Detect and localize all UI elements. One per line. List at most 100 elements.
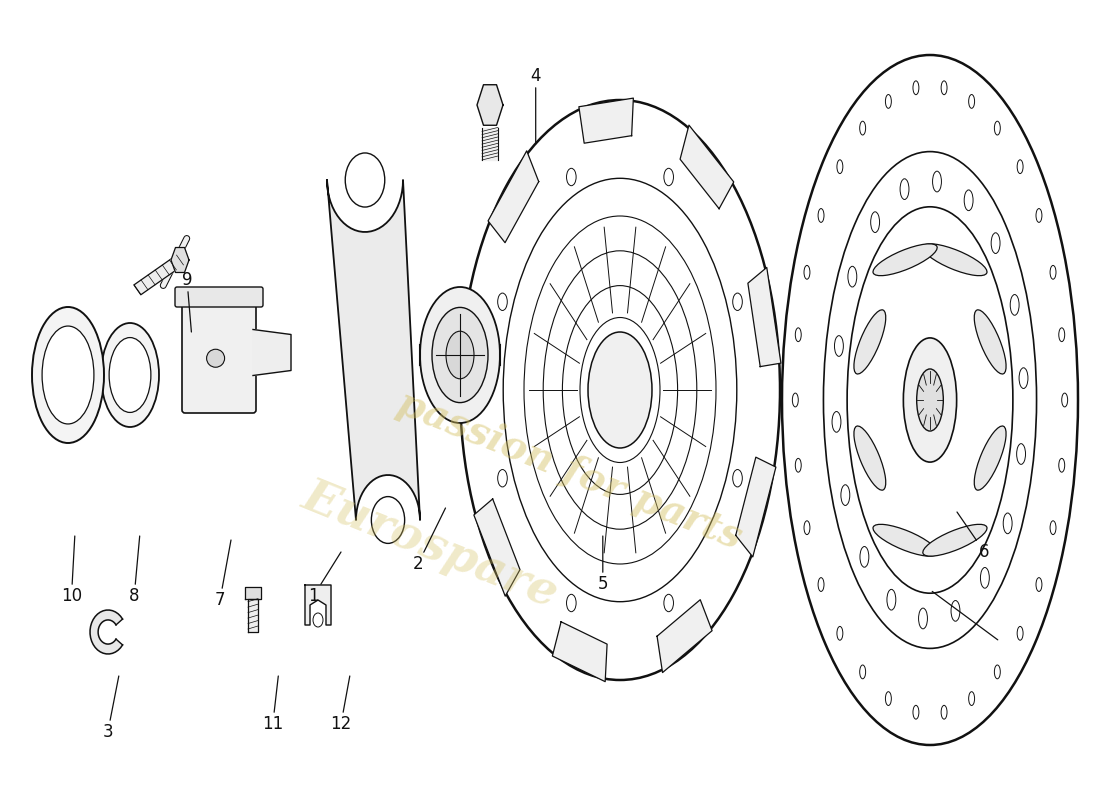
Text: 10: 10 (60, 536, 82, 605)
Text: 8: 8 (129, 536, 140, 605)
Ellipse shape (566, 168, 576, 186)
Ellipse shape (860, 546, 869, 567)
FancyBboxPatch shape (175, 287, 263, 307)
Polygon shape (327, 180, 420, 520)
Ellipse shape (420, 287, 500, 423)
Text: 5: 5 (597, 536, 608, 593)
Ellipse shape (497, 293, 507, 310)
Ellipse shape (835, 336, 844, 356)
Ellipse shape (887, 590, 895, 610)
Ellipse shape (588, 332, 652, 448)
Polygon shape (134, 255, 184, 294)
Ellipse shape (837, 626, 843, 640)
Ellipse shape (1062, 393, 1068, 407)
Ellipse shape (871, 212, 880, 233)
Ellipse shape (446, 331, 474, 379)
Text: 11: 11 (262, 676, 284, 733)
Ellipse shape (991, 233, 1000, 254)
Text: passion for parts: passion for parts (393, 383, 748, 557)
Text: 9: 9 (182, 271, 192, 332)
Polygon shape (552, 622, 607, 682)
Ellipse shape (975, 426, 1006, 490)
Ellipse shape (1050, 266, 1056, 279)
Ellipse shape (795, 328, 801, 342)
Text: 6: 6 (957, 512, 990, 561)
Polygon shape (305, 585, 331, 625)
Text: 7: 7 (214, 540, 231, 609)
Ellipse shape (840, 485, 850, 506)
Ellipse shape (916, 369, 944, 431)
Ellipse shape (1003, 513, 1012, 534)
Polygon shape (680, 125, 734, 209)
Ellipse shape (942, 706, 947, 719)
Ellipse shape (942, 81, 947, 94)
Ellipse shape (969, 94, 975, 108)
Ellipse shape (860, 122, 866, 135)
Ellipse shape (913, 81, 918, 94)
Ellipse shape (965, 190, 974, 210)
Text: 12: 12 (330, 676, 352, 733)
Text: 2: 2 (412, 508, 446, 573)
Ellipse shape (918, 608, 927, 629)
Ellipse shape (913, 706, 918, 719)
Ellipse shape (314, 613, 323, 627)
Ellipse shape (923, 524, 987, 556)
Ellipse shape (994, 665, 1000, 678)
Polygon shape (90, 610, 122, 654)
Ellipse shape (497, 470, 507, 487)
Polygon shape (474, 499, 520, 596)
Ellipse shape (900, 178, 909, 199)
FancyBboxPatch shape (182, 292, 256, 413)
Ellipse shape (1036, 578, 1042, 591)
Ellipse shape (101, 323, 160, 427)
Text: 3: 3 (102, 676, 119, 741)
Ellipse shape (837, 160, 843, 174)
Ellipse shape (952, 601, 960, 622)
Ellipse shape (975, 310, 1006, 374)
Polygon shape (579, 98, 634, 143)
Ellipse shape (933, 171, 942, 192)
Polygon shape (248, 598, 258, 632)
Polygon shape (748, 267, 781, 366)
Ellipse shape (1016, 444, 1025, 464)
Ellipse shape (42, 326, 94, 424)
Polygon shape (477, 85, 503, 126)
Ellipse shape (1050, 521, 1056, 534)
Ellipse shape (994, 122, 1000, 135)
Ellipse shape (886, 94, 891, 108)
Polygon shape (170, 247, 189, 273)
Ellipse shape (873, 244, 937, 276)
Ellipse shape (860, 665, 866, 678)
Ellipse shape (1059, 328, 1065, 342)
Polygon shape (736, 457, 776, 557)
Ellipse shape (903, 338, 957, 462)
Ellipse shape (923, 244, 987, 276)
Text: Eurospare: Eurospare (295, 473, 564, 618)
Ellipse shape (782, 55, 1078, 745)
Ellipse shape (804, 521, 810, 534)
Polygon shape (253, 330, 292, 375)
Ellipse shape (432, 307, 488, 402)
Ellipse shape (847, 206, 1013, 594)
Ellipse shape (832, 411, 840, 432)
Ellipse shape (733, 470, 742, 487)
Polygon shape (488, 151, 539, 242)
Polygon shape (482, 128, 498, 160)
Ellipse shape (1018, 626, 1023, 640)
Text: 4: 4 (530, 67, 541, 144)
Ellipse shape (1059, 458, 1065, 472)
Ellipse shape (886, 692, 891, 706)
Ellipse shape (969, 692, 975, 706)
Ellipse shape (1018, 160, 1023, 174)
Ellipse shape (795, 458, 801, 472)
Ellipse shape (1036, 209, 1042, 222)
Ellipse shape (566, 594, 576, 612)
Ellipse shape (664, 168, 673, 186)
Ellipse shape (32, 307, 105, 443)
Ellipse shape (207, 350, 224, 367)
Ellipse shape (1019, 368, 1028, 389)
Ellipse shape (854, 310, 886, 374)
Polygon shape (459, 315, 484, 414)
Ellipse shape (980, 567, 989, 588)
Polygon shape (657, 600, 712, 673)
